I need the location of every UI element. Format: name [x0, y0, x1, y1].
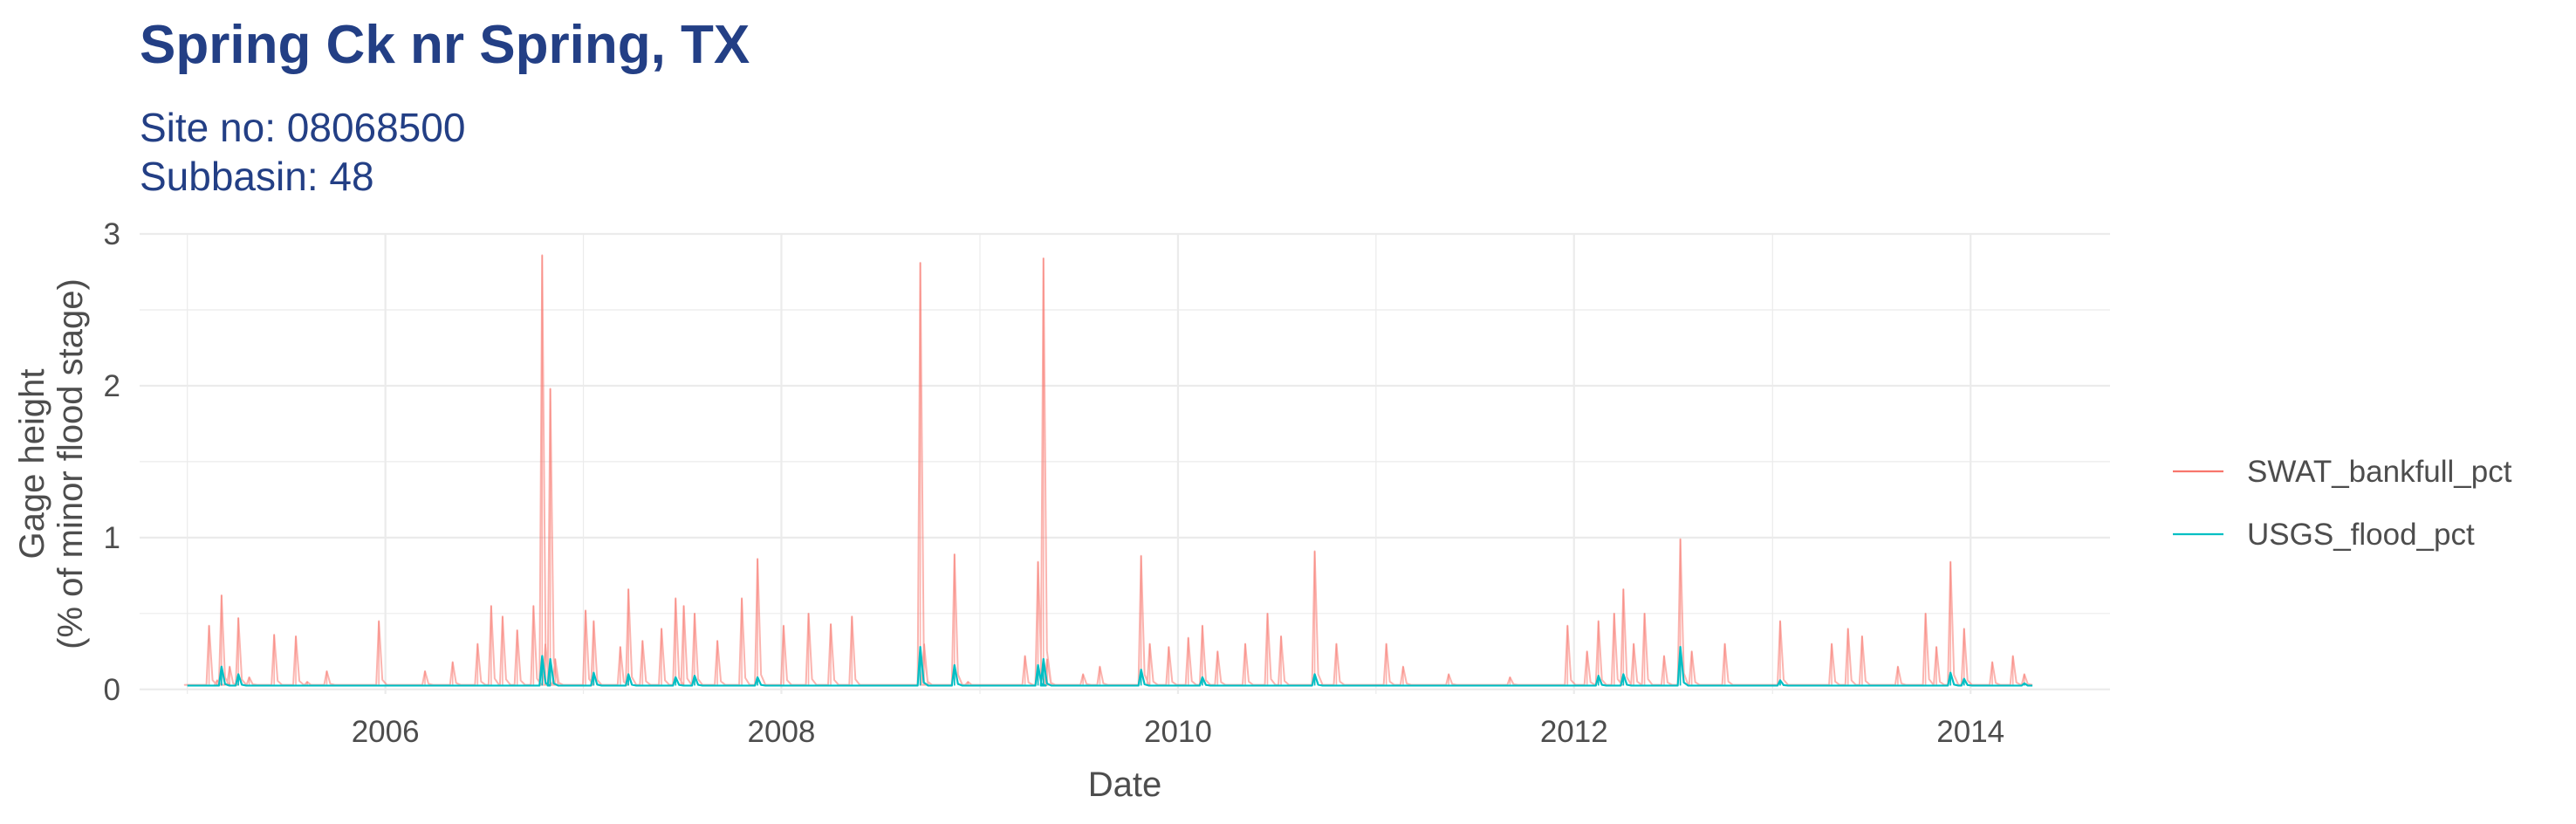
y-axis-label-group: Gage height (% of minor flood stage) [13, 278, 90, 649]
chart-title: Spring Ck nr Spring, TX [140, 15, 750, 75]
x-tick-label: 2006 [352, 715, 420, 749]
chart-subtitle: Site no: 08068500 Subbasin: 48 [140, 103, 465, 201]
grid-group [140, 232, 2110, 694]
series-group [183, 254, 2033, 687]
series-line-usgs [187, 645, 2033, 687]
x-tick-label: 2010 [1144, 715, 1212, 749]
x-axis-label: Date [1088, 766, 1162, 804]
subtitle-site-no: Site no: 08068500 [140, 105, 466, 150]
y-tick-label: 0 [104, 673, 120, 707]
x-tick-label: 2008 [748, 715, 816, 749]
legend: SWAT_bankfull_pct USGS_flood_pct [2173, 455, 2512, 552]
y-axis-label: (% of minor flood stage) [51, 278, 90, 649]
y-tick-label: 1 [104, 521, 120, 555]
x-tick-label: 2014 [1936, 715, 2004, 749]
series-line-swat [183, 254, 2033, 686]
y-tick-label: 2 [104, 369, 120, 403]
legend-label-usgs: USGS_flood_pct [2247, 518, 2475, 552]
subtitle-subbasin: Subbasin: 48 [140, 154, 374, 199]
x-tick-label: 2012 [1540, 715, 1608, 749]
y-tick-label: 3 [104, 217, 120, 251]
y-axis-label: Gage height [13, 369, 51, 560]
legend-label-swat: SWAT_bankfull_pct [2247, 455, 2512, 489]
